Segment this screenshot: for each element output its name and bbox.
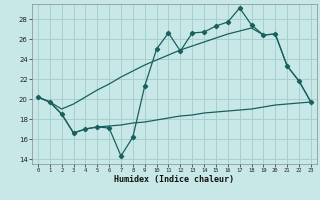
X-axis label: Humidex (Indice chaleur): Humidex (Indice chaleur): [115, 175, 234, 184]
